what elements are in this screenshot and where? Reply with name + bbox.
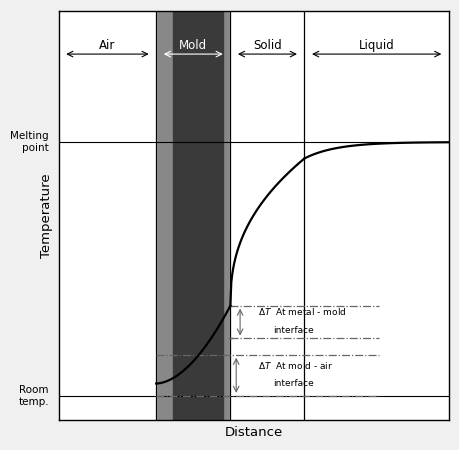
Text: Solid: Solid [252,40,281,52]
Text: Room
temp.: Room temp. [18,385,49,407]
Y-axis label: Temperature: Temperature [40,173,53,258]
Bar [156,11,230,420]
Bar [58,11,156,420]
Text: $\Delta T$  At mold - air: $\Delta T$ At mold - air [257,360,332,371]
Bar [172,11,223,420]
Text: Air: Air [99,40,115,52]
Bar [230,11,448,420]
X-axis label: Distance: Distance [224,426,282,439]
Text: interface: interface [273,326,313,335]
Text: Melting
point: Melting point [10,131,49,153]
Text: Mold: Mold [179,40,207,52]
Text: $\Delta T$  At metal - mold: $\Delta T$ At metal - mold [257,306,345,317]
Text: interface: interface [273,379,313,388]
Text: Liquid: Liquid [358,40,394,52]
